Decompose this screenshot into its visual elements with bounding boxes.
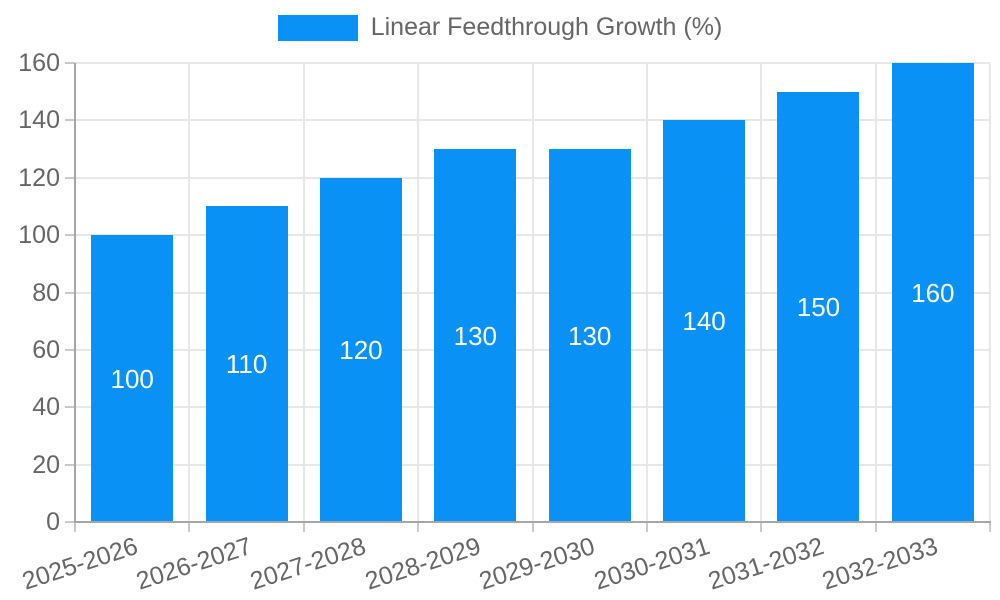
x-tick-label: 2028-2029 xyxy=(361,532,484,596)
x-axis-tick xyxy=(74,522,76,532)
x-gridline xyxy=(645,63,648,522)
y-axis-tick xyxy=(65,291,75,294)
y-axis-tick xyxy=(65,176,75,179)
x-gridline xyxy=(760,63,763,522)
y-axis-tick xyxy=(65,463,75,466)
x-gridline xyxy=(417,63,420,522)
x-tick-label: 2025-2026 xyxy=(18,532,141,596)
bar-value-label: 150 xyxy=(796,291,841,322)
x-gridline xyxy=(188,63,191,522)
bar[interactable]: 150 xyxy=(777,91,860,522)
x-gridline xyxy=(302,63,305,522)
x-tick-label: 2029-2030 xyxy=(475,532,599,596)
bar-value-label: 140 xyxy=(682,306,726,337)
x-axis-tick xyxy=(760,522,763,532)
y-tick-label: 80 xyxy=(32,278,60,307)
y-tick-label: 160 xyxy=(18,49,60,77)
x-axis-tick xyxy=(989,522,991,532)
x-axis-tick xyxy=(531,522,534,532)
x-axis-tick xyxy=(874,522,877,532)
x-axis-tick xyxy=(645,522,648,532)
bar[interactable]: 100 xyxy=(91,235,174,522)
y-axis-line xyxy=(74,63,76,522)
y-tick-label: 100 xyxy=(18,221,60,250)
legend-color-swatch xyxy=(277,14,358,41)
y-axis-tick xyxy=(65,234,75,237)
x-gridline xyxy=(989,63,991,522)
bar-value-label: 130 xyxy=(567,320,612,351)
x-tick-label: 2031-2032 xyxy=(704,532,828,596)
x-tick-label: 2027-2028 xyxy=(247,532,370,596)
y-tick-label: 0 xyxy=(46,508,60,536)
x-tick-label: 2026-2027 xyxy=(132,532,256,596)
y-axis-tick xyxy=(65,406,75,409)
y-axis-tick xyxy=(65,62,75,64)
y-tick-label: 40 xyxy=(32,393,60,422)
x-axis-tick xyxy=(188,522,191,532)
x-gridline xyxy=(531,63,534,522)
x-tick-label: 2032-2033 xyxy=(819,532,942,596)
chart-legend[interactable]: Linear Feedthrough Growth (%) xyxy=(0,13,1000,42)
bar-value-label: 110 xyxy=(225,349,268,380)
bar-value-label: 160 xyxy=(911,277,955,308)
bar[interactable]: 160 xyxy=(891,63,974,522)
bar-value-label: 120 xyxy=(339,334,383,365)
x-axis-tick xyxy=(417,522,420,532)
bar[interactable]: 110 xyxy=(205,206,288,522)
y-tick-label: 140 xyxy=(18,106,60,135)
bar[interactable]: 130 xyxy=(548,149,631,522)
bar-value-label: 100 xyxy=(110,363,154,394)
x-gridline xyxy=(874,63,877,522)
y-tick-label: 120 xyxy=(18,163,60,192)
y-axis-tick xyxy=(65,348,75,351)
bar[interactable]: 120 xyxy=(319,177,402,522)
legend-label: Linear Feedthrough Growth (%) xyxy=(370,13,723,41)
bar[interactable]: 130 xyxy=(434,149,517,522)
x-axis-line xyxy=(74,521,991,523)
y-axis-tick xyxy=(65,119,75,122)
x-axis-tick xyxy=(302,522,305,532)
y-tick-label: 60 xyxy=(32,335,60,364)
bar-value-label: 130 xyxy=(453,320,497,351)
bar[interactable]: 140 xyxy=(663,120,746,522)
x-tick-label: 2030-2031 xyxy=(590,532,713,596)
y-tick-label: 20 xyxy=(32,450,60,479)
y-axis-tick xyxy=(65,521,75,523)
